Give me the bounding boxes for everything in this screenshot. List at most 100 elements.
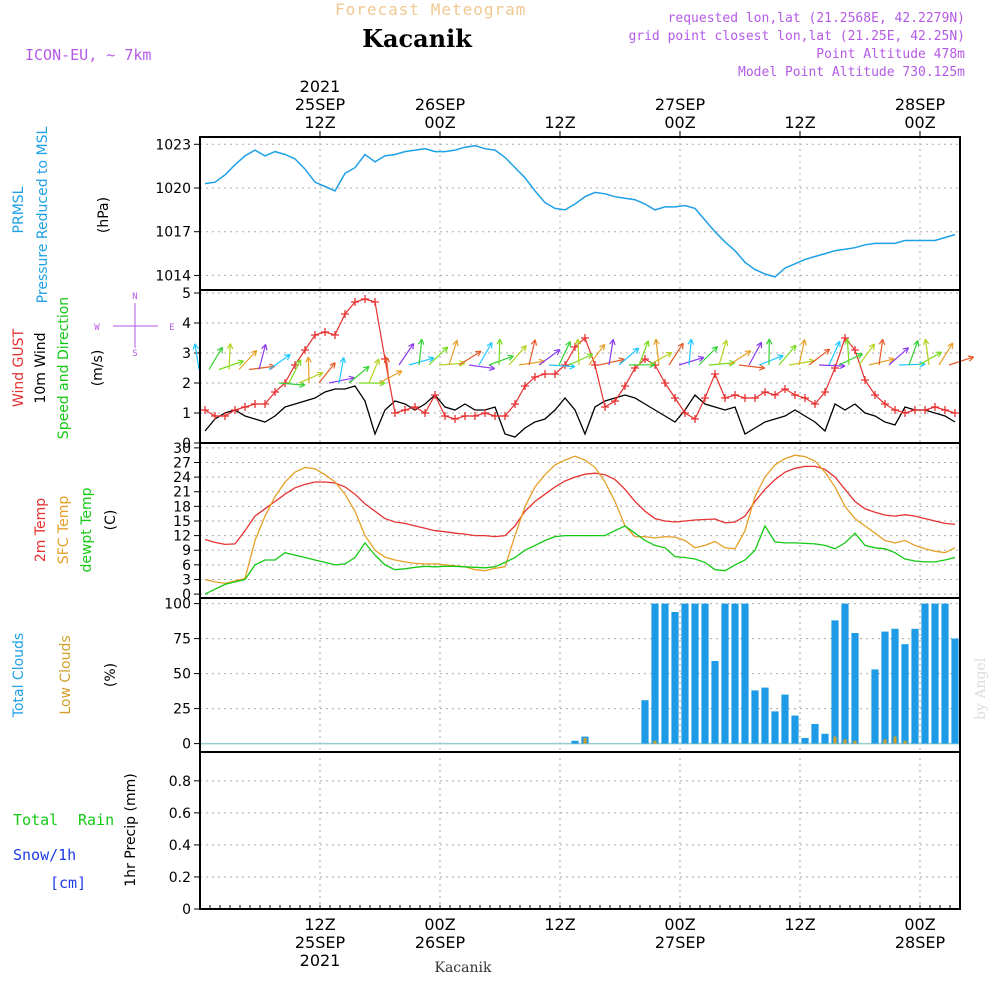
- panel-5-frame: [199, 751, 961, 910]
- top-tick-hour: 12Z: [784, 113, 815, 132]
- wind-direction-arrow: [778, 344, 797, 366]
- pressure-line: [204, 144, 956, 278]
- compass-n: N: [132, 292, 137, 302]
- y-tick-label-p1: 1023: [155, 137, 191, 153]
- gust-marker: [201, 406, 209, 414]
- wind-direction-arrow: [278, 382, 305, 386]
- cm-label: [cm]: [50, 874, 86, 892]
- y-tick-label-p5: 0.4: [169, 838, 191, 854]
- panel-1-labels: PRMSL Pressure Reduced to MSL (hPa): [11, 126, 112, 303]
- wind-direction-arrowhead: [295, 359, 302, 366]
- wind-direction-arrowhead: [878, 338, 886, 346]
- wind-direction-arrow: [508, 345, 527, 366]
- y-tick-label-p5: 0.2: [169, 870, 191, 886]
- wind-direction-arrow: [538, 349, 561, 366]
- gust-marker: [741, 394, 749, 402]
- gust-marker: [361, 295, 369, 303]
- total-cloud-bar: [781, 694, 789, 744]
- gust-marker: [881, 400, 889, 408]
- total-cloud-bar: [791, 715, 799, 744]
- wind-direction-arrow: [194, 343, 200, 370]
- gust-marker: [721, 394, 729, 402]
- wind-direction-arrowhead: [396, 370, 403, 377]
- gust-marker: [341, 310, 349, 318]
- gust-marker: [811, 400, 819, 408]
- bottom-tick-hour: 12Z: [304, 915, 335, 934]
- wind-direction-arrowhead: [632, 347, 640, 354]
- wind-direction-arrowhead: [922, 338, 930, 346]
- total-cloud-bar: [881, 631, 889, 744]
- wind-direction-arrowhead: [790, 344, 797, 352]
- wind-direction-arrow: [678, 356, 705, 366]
- gust-marker: [321, 328, 329, 336]
- low-cloud-bar: [583, 738, 587, 744]
- gust-marker: [261, 400, 269, 408]
- wind-direction-arrowhead: [888, 356, 895, 364]
- wind-direction-arrowhead: [226, 343, 234, 350]
- gust-marker: [781, 385, 789, 393]
- sfc-temp-label: SFC Temp: [56, 496, 72, 565]
- wind-direction-arrow: [307, 356, 310, 384]
- total-cloud-bar: [571, 740, 579, 744]
- wind-direction-arrowhead: [711, 346, 718, 353]
- gust-marker: [801, 394, 809, 402]
- wind-direction-arrow: [208, 346, 223, 370]
- wind-direction-arrowhead: [441, 346, 449, 353]
- y-tick-label-p4: 100: [164, 597, 191, 613]
- low-cloud-bar: [653, 740, 657, 744]
- wind-direction-arrow: [498, 338, 501, 366]
- total-cloud-bar: [751, 690, 759, 744]
- gust-marker: [621, 382, 629, 390]
- gust-marker: [601, 403, 609, 411]
- wind-direction-arrowhead: [459, 360, 466, 367]
- gust-marker: [351, 298, 359, 306]
- bottom-tick-date: 25SEP: [295, 933, 346, 952]
- compass-w: W: [94, 323, 100, 333]
- wind-direction-arrow: [638, 340, 649, 366]
- low-cloud-bar: [853, 740, 857, 744]
- gust-marker: [611, 397, 619, 405]
- top-tick-hour: 00Z: [904, 113, 935, 132]
- gust-marker: [951, 409, 959, 417]
- total-cloud-bar: [891, 628, 899, 744]
- wind-direction-arrow: [938, 342, 954, 366]
- wind-direction-arrowhead: [284, 353, 291, 361]
- wind-direction-arrowhead: [721, 339, 729, 347]
- gust-marker: [251, 400, 259, 408]
- total-cloud-bar: [761, 687, 769, 744]
- wind-direction-arrow: [398, 343, 415, 366]
- gust-marker: [871, 391, 879, 399]
- y-tick-label-p2: 4: [182, 316, 191, 332]
- top-tick-hour: 12Z: [304, 113, 335, 132]
- gust-marker: [861, 376, 869, 384]
- top-tick-date: 28SEP: [895, 95, 946, 114]
- wind-direction-arrow: [888, 347, 909, 366]
- point-altitude: Point Altitude 478m: [816, 47, 965, 62]
- total-cloud-bar: [941, 603, 949, 744]
- wind-direction-arrowhead: [408, 342, 415, 350]
- y-tick-label-p3: 9: [182, 543, 191, 559]
- gust-marker: [211, 412, 219, 420]
- chart-title: Forecast Meteogram: [335, 0, 526, 19]
- total-cloud-bar: [721, 603, 729, 744]
- wind-direction-arrow: [428, 346, 449, 366]
- wind-direction-arrow: [648, 351, 673, 366]
- y-tick-label-p2: 0: [182, 436, 191, 452]
- wind-direction-arrow: [858, 343, 875, 366]
- wind-direction-arrowhead: [496, 338, 503, 345]
- gust-marker: [411, 403, 419, 411]
- wind-direction-arrowhead: [363, 365, 370, 373]
- wind-direction-arrow: [528, 339, 536, 366]
- total-cloud-bar: [841, 603, 849, 744]
- prmsl-label: PRMSL: [11, 186, 27, 233]
- wind-direction-arrow: [748, 341, 763, 366]
- total-cloud-bar: [691, 603, 699, 744]
- y-tick-label-p3: 15: [173, 514, 191, 530]
- total-cloud-bar: [901, 644, 909, 744]
- panel-4-labels: Total Clouds Low Clouds (%): [11, 633, 119, 718]
- wind-direction-arrow: [655, 339, 660, 366]
- bottom-tick-hour: 12Z: [784, 915, 815, 934]
- temp-2m-label: 2m Temp: [33, 498, 49, 562]
- wind-direction-arrow: [688, 339, 692, 366]
- wind-direction-arrowhead: [507, 354, 514, 361]
